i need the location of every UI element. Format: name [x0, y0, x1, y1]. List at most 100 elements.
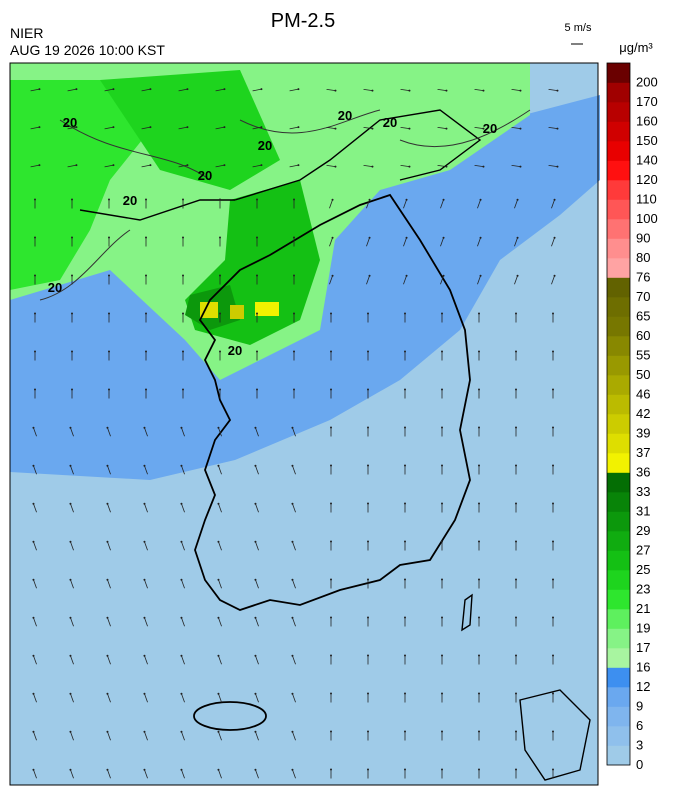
wind-arrow [255, 579, 259, 589]
wind-arrow-head [34, 350, 36, 353]
wind-arrow-head [145, 198, 147, 201]
wind-arrow-head [75, 164, 78, 167]
colorbar-label: 17 [636, 640, 650, 655]
wind-arrow [218, 731, 222, 741]
wind-arrow-head [108, 388, 110, 391]
wind-arrow-head [217, 730, 220, 733]
wind-arrow [255, 503, 259, 513]
wind-arrow [33, 769, 37, 779]
wind-arrow-head [69, 540, 72, 543]
colorbar: 0369121617192123252729313336373942465055… [606, 62, 658, 772]
wind-arrow-head [32, 768, 35, 771]
wind-arrow-head [32, 692, 35, 695]
map-frame [9, 62, 599, 786]
japan-coast [519, 689, 591, 781]
wind-arrow [218, 655, 222, 665]
wind-arrow [70, 731, 74, 741]
wind-arrow-head [254, 540, 257, 543]
wind-arrow-head [69, 768, 72, 771]
wind-arrow-head [254, 654, 257, 657]
wind-arrow-head [291, 768, 294, 771]
wind-arrow-head [515, 312, 517, 315]
wind-arrow-head [71, 388, 73, 391]
wind-arrow-head [371, 89, 374, 92]
wind-scale: 5 m/s [565, 22, 592, 34]
colorbar-label: 31 [636, 504, 650, 519]
wind-arrow-head [256, 388, 258, 391]
coastline [194, 193, 471, 611]
wind-arrow-head [408, 165, 411, 168]
wind-arrow-head [32, 578, 35, 581]
colorbar-label: 16 [636, 660, 650, 675]
wind-arrow-head [34, 312, 36, 315]
region-yellow [200, 302, 218, 318]
wind-arrow-head [106, 768, 109, 771]
wind-arrow-head [441, 654, 443, 657]
wind-arrow-head [69, 464, 72, 467]
wind-arrow-head [217, 692, 220, 695]
wind-arrow [289, 126, 299, 130]
wind-arrow-head [478, 654, 480, 657]
colorbar-label: 19 [636, 621, 650, 636]
wind-arrow-head [478, 350, 480, 353]
wind-arrow-head [478, 578, 480, 581]
contour-label: 20 [383, 115, 397, 130]
wind-arrow-head [552, 540, 554, 543]
wind-arrow-head [482, 89, 485, 92]
wind-arrow [144, 465, 148, 475]
wind-arrow [403, 237, 407, 247]
wind-arrow-head [69, 616, 72, 619]
wind-arrow [551, 199, 555, 209]
colorbar-label: 42 [636, 406, 650, 421]
colorbar-swatch [607, 706, 630, 727]
wind-arrow-head [186, 88, 189, 91]
colorbar-swatch [607, 297, 630, 317]
wind-arrow-head [219, 236, 221, 239]
wind-arrow-head [516, 236, 519, 239]
colorbar-swatch [607, 375, 630, 395]
wind-arrow-head [256, 312, 258, 315]
wind-arrow [70, 655, 74, 665]
wind-arrow [218, 769, 222, 779]
wind-arrow [67, 88, 77, 92]
wind-arrow-head [112, 88, 115, 91]
wind-arrow-head [404, 654, 406, 657]
wind-arrow-head [182, 236, 184, 239]
wind-arrow-head [479, 198, 482, 201]
wind-arrow [366, 237, 370, 247]
wind-arrow [215, 88, 225, 92]
wind-arrow [104, 126, 114, 130]
wind-arrow-head [408, 127, 411, 130]
wind-arrow-head [254, 692, 257, 695]
wind-arrow [477, 237, 481, 247]
wind-arrow-head [441, 692, 443, 695]
wind-arrow-head [552, 464, 554, 467]
colorbar-swatch [607, 453, 630, 473]
wind-arrow-head [515, 730, 517, 733]
wind-arrow-head [254, 578, 257, 581]
wind-arrow-head [254, 730, 257, 733]
colorbar-label: 120 [636, 172, 658, 187]
wind-arrow-head [478, 312, 480, 315]
wind-arrow-head [219, 274, 221, 277]
wind-arrow-head [330, 312, 332, 315]
wind-arrow [215, 164, 225, 168]
wind-arrow-head [478, 616, 480, 619]
colorbar-swatch [607, 63, 630, 83]
wind-arrow [107, 427, 111, 437]
wind-arrow [400, 126, 410, 130]
wind-arrow [437, 88, 447, 92]
wind-arrow-head [143, 502, 146, 505]
colorbar-label: 110 [636, 192, 657, 207]
colorbar-label: 170 [636, 94, 658, 109]
wind-arrow-head [143, 540, 146, 543]
wind-arrow-head [219, 198, 221, 201]
wind-arrow [292, 579, 296, 589]
wind-arrow-head [180, 692, 183, 695]
wind-arrow-head [371, 127, 374, 130]
wind-arrow-head [106, 540, 109, 543]
wind-arrow-head [515, 616, 517, 619]
wind-arrow [366, 275, 370, 285]
wind-arrow-head [445, 165, 448, 168]
wind-arrow-head [367, 502, 369, 505]
